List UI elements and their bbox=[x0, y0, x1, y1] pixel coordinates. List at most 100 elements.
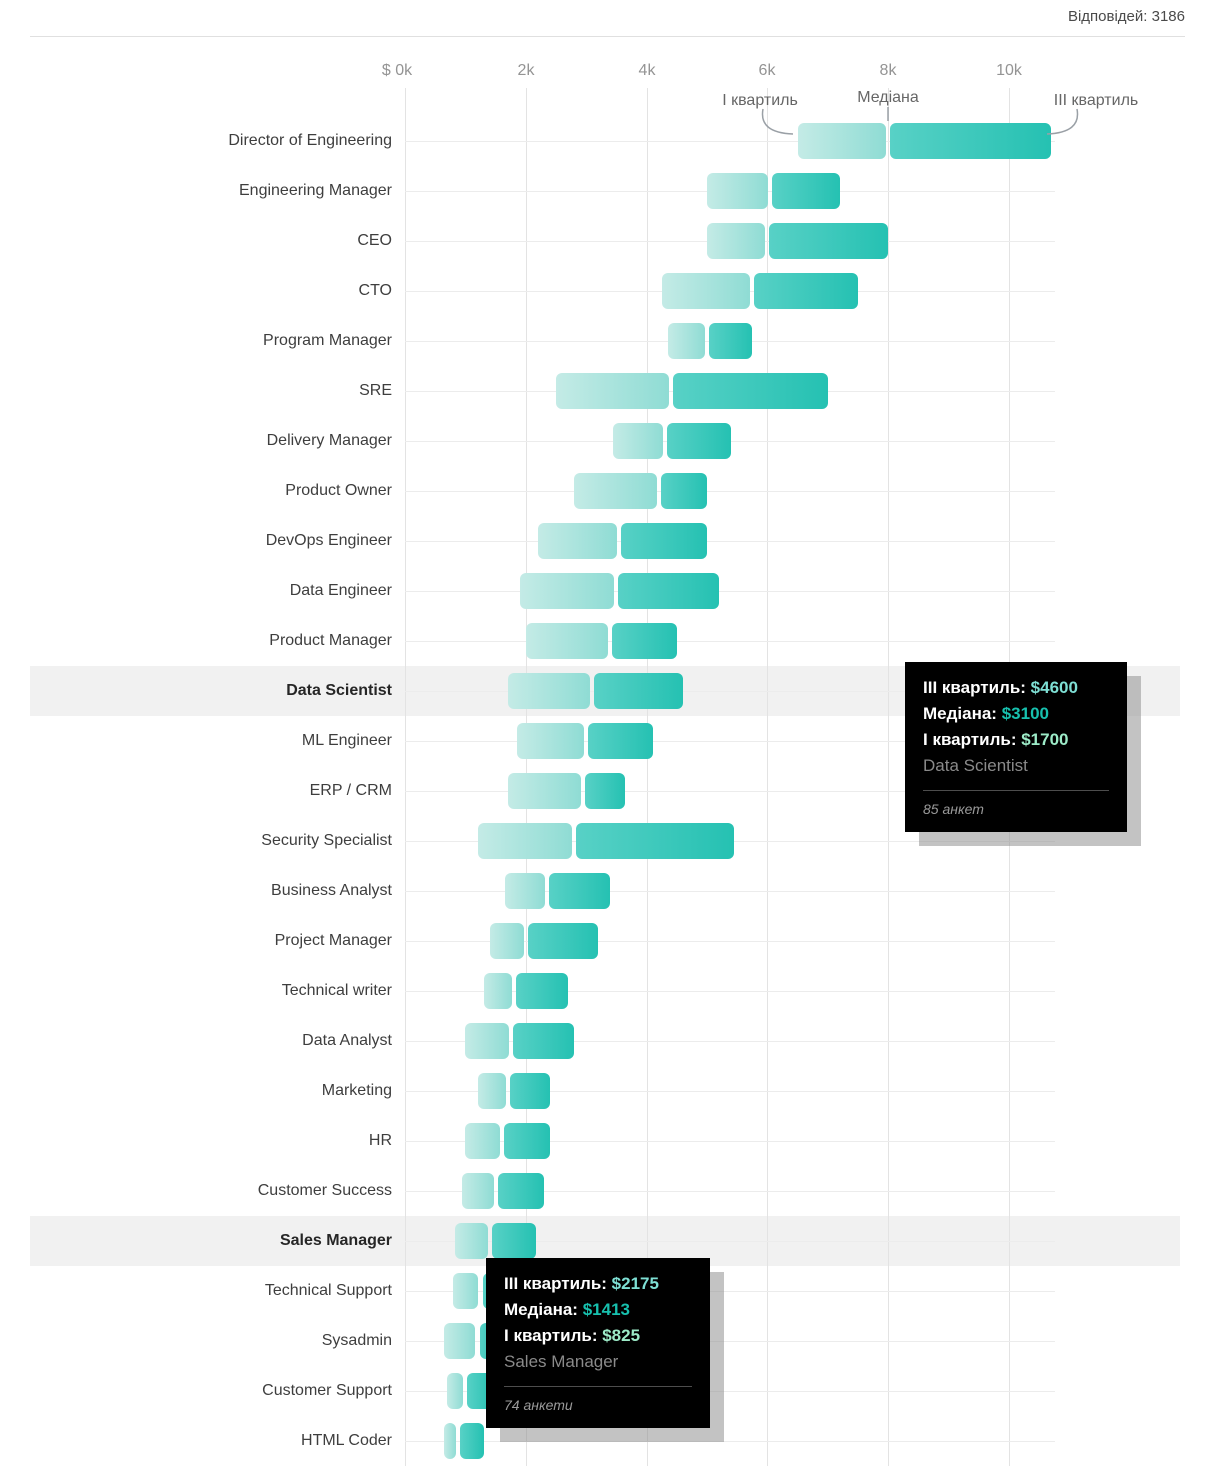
bar-segment-median-to-q3[interactable] bbox=[672, 373, 828, 409]
bar-segment-median-to-q3[interactable] bbox=[512, 1023, 575, 1059]
axis-tick-label: 2k bbox=[517, 62, 535, 79]
tooltip-q1-value: $825 bbox=[602, 1326, 641, 1345]
bar-segment-median-to-q3[interactable] bbox=[497, 1173, 544, 1209]
row-centerline bbox=[405, 1291, 1055, 1292]
category-label-ml-engineer: ML Engineer bbox=[301, 732, 392, 749]
bar-segment-median-to-q3[interactable] bbox=[754, 273, 858, 309]
bar-segment-q1-to-median[interactable] bbox=[504, 873, 545, 909]
row-centerline bbox=[405, 541, 1055, 542]
annotation-connectors bbox=[761, 107, 1079, 135]
category-label-delivery-manager: Delivery Manager bbox=[266, 432, 392, 449]
row-centerline bbox=[405, 691, 1055, 692]
category-label-project-manager: Project Manager bbox=[274, 932, 392, 949]
row-centerline bbox=[405, 641, 1055, 642]
row-centerline bbox=[405, 1041, 1055, 1042]
bar-segment-q1-to-median[interactable] bbox=[537, 523, 618, 559]
bar-segment-median-to-q3[interactable] bbox=[527, 923, 599, 959]
bar-segment-median-to-q3[interactable] bbox=[621, 523, 707, 559]
bar-segment-q1-to-median[interactable] bbox=[707, 223, 766, 259]
bar-segment-median-to-q3[interactable] bbox=[515, 973, 569, 1009]
bar-segment-median-to-q3[interactable] bbox=[769, 223, 889, 259]
tooltip-sales-manager: ІІІ квартиль: $2175 Медіана: $1413 І ква… bbox=[486, 1258, 710, 1428]
bar-segment-median-to-q3[interactable] bbox=[585, 773, 626, 809]
bar-segment-median-to-q3[interactable] bbox=[594, 673, 683, 709]
category-label-director-of-engineering: Director of Engineering bbox=[228, 132, 392, 149]
bar-segment-q1-to-median[interactable] bbox=[525, 623, 609, 659]
bar-segment-q1-to-median[interactable] bbox=[797, 123, 887, 159]
bar-segment-q1-to-median[interactable] bbox=[453, 1273, 479, 1309]
tooltip-median-line: Медіана: $3100 bbox=[923, 701, 1109, 727]
tooltip-median-line: Медіана: $1413 bbox=[504, 1297, 692, 1323]
tooltip-median-label: Медіана: bbox=[504, 1300, 578, 1319]
category-label-sales-manager: Sales Manager bbox=[279, 1232, 392, 1249]
bar-segment-median-to-q3[interactable] bbox=[618, 573, 720, 609]
axis-tick-label: 8k bbox=[879, 62, 897, 79]
bar-segment-median-to-q3[interactable] bbox=[660, 473, 707, 509]
bar-segment-q1-to-median[interactable] bbox=[454, 1223, 489, 1259]
gridline-4000 bbox=[647, 88, 648, 1466]
bar-segment-q1-to-median[interactable] bbox=[613, 423, 663, 459]
bar-segment-q1-to-median[interactable] bbox=[516, 723, 585, 759]
bar-segment-median-to-q3[interactable] bbox=[492, 1223, 537, 1259]
bar-segment-q1-to-median[interactable] bbox=[556, 373, 669, 409]
category-label-devops-engineer: DevOps Engineer bbox=[265, 532, 392, 549]
bar-segment-q1-to-median[interactable] bbox=[465, 1023, 509, 1059]
bar-segment-q1-to-median[interactable] bbox=[707, 173, 769, 209]
category-label-customer-success: Customer Success bbox=[257, 1182, 392, 1199]
q1-annotation-label: І квартиль bbox=[722, 92, 798, 109]
bar-segment-q1-to-median[interactable] bbox=[507, 673, 591, 709]
bar-segment-median-to-q3[interactable] bbox=[548, 873, 611, 909]
bar-segment-q1-to-median[interactable] bbox=[477, 823, 573, 859]
bar-segment-q1-to-median[interactable] bbox=[444, 1423, 456, 1459]
tooltip-q3-value: $4600 bbox=[1030, 678, 1078, 697]
bar-segment-q1-to-median[interactable] bbox=[447, 1373, 464, 1409]
bar-segment-median-to-q3[interactable] bbox=[890, 123, 1052, 159]
category-label-data-analyst: Data Analyst bbox=[302, 1032, 392, 1049]
bar-segment-q1-to-median[interactable] bbox=[465, 1123, 500, 1159]
tooltip-median-label: Медіана: bbox=[923, 704, 997, 723]
category-label-engineering-manager: Engineering Manager bbox=[239, 182, 392, 199]
bar-segment-q1-to-median[interactable] bbox=[574, 473, 657, 509]
bar-segment-q1-to-median[interactable] bbox=[477, 1073, 506, 1109]
axis-tick-label: $ 0k bbox=[381, 62, 413, 79]
category-label-hr: HR bbox=[368, 1132, 392, 1149]
bar-segment-median-to-q3[interactable] bbox=[509, 1073, 550, 1109]
axis-tick-label: 6k bbox=[758, 62, 776, 79]
tooltip-survey-count: 74 анкети bbox=[504, 1397, 573, 1413]
tooltip-q1-line: І квартиль: $1700 bbox=[923, 727, 1109, 753]
category-label-marketing: Marketing bbox=[321, 1082, 392, 1099]
header-divider bbox=[30, 36, 1185, 37]
q3-annotation-label: ІІІ квартиль bbox=[1053, 92, 1139, 109]
row-centerline bbox=[405, 941, 1055, 942]
bar-segment-q1-to-median[interactable] bbox=[483, 973, 512, 1009]
bar-segment-median-to-q3[interactable] bbox=[612, 623, 677, 659]
tooltip-q1-label: І квартиль: bbox=[504, 1326, 598, 1345]
median-annotation-label: Медіана bbox=[857, 89, 919, 106]
row-centerline bbox=[405, 791, 1055, 792]
axis-tick-label: 4k bbox=[638, 62, 656, 79]
bar-segment-median-to-q3[interactable] bbox=[772, 173, 840, 209]
bar-segment-q1-to-median[interactable] bbox=[519, 573, 615, 609]
bar-segment-q1-to-median[interactable] bbox=[444, 1323, 476, 1359]
bar-segment-median-to-q3[interactable] bbox=[459, 1423, 484, 1459]
bar-segment-q1-to-median[interactable] bbox=[661, 273, 751, 309]
tooltip-q1-line: І квартиль: $825 bbox=[504, 1323, 692, 1349]
category-label-data-scientist: Data Scientist bbox=[286, 682, 392, 699]
row-centerline bbox=[405, 591, 1055, 592]
bar-segment-median-to-q3[interactable] bbox=[588, 723, 653, 759]
category-label-technical-writer: Technical writer bbox=[281, 982, 392, 999]
bar-segment-q1-to-median[interactable] bbox=[507, 773, 582, 809]
bar-segment-median-to-q3[interactable] bbox=[666, 423, 732, 459]
bar-segment-median-to-q3[interactable] bbox=[709, 323, 753, 359]
category-label-security-specialist: Security Specialist bbox=[261, 832, 392, 849]
bar-segment-q1-to-median[interactable] bbox=[462, 1173, 494, 1209]
bar-segment-median-to-q3[interactable] bbox=[503, 1123, 550, 1159]
bar-segment-median-to-q3[interactable] bbox=[576, 823, 735, 859]
tooltip-q3-value: $2175 bbox=[611, 1274, 659, 1293]
row-centerline bbox=[405, 1091, 1055, 1092]
responses-count: Відповідей: 3186 bbox=[1067, 8, 1185, 25]
category-label-customer-support: Customer Support bbox=[262, 1382, 392, 1399]
tooltip-q3-label: ІІІ квартиль: bbox=[504, 1274, 607, 1293]
bar-segment-q1-to-median[interactable] bbox=[667, 323, 705, 359]
bar-segment-q1-to-median[interactable] bbox=[489, 923, 524, 959]
